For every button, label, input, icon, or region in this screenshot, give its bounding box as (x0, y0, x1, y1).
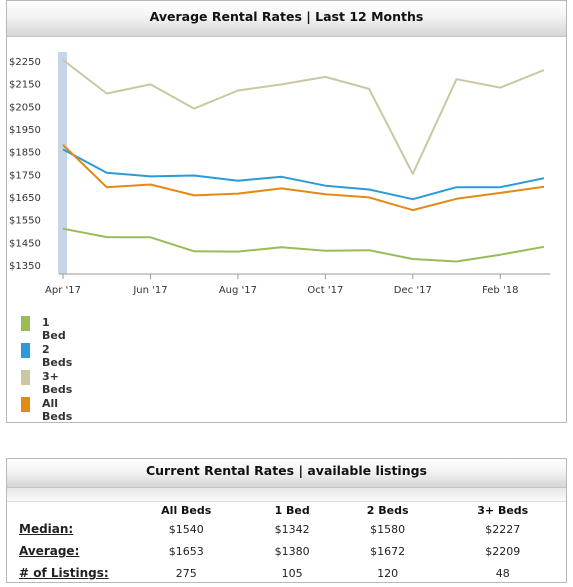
table-cell: 48 (495, 566, 510, 580)
y-tick-label: $1950 (9, 125, 41, 136)
y-tick-label: $1750 (9, 170, 41, 181)
y-tick-label: $1350 (9, 261, 41, 272)
series-line-all-beds (62, 144, 545, 212)
y-axis: $2250 $2150 $2050 $1950 $1850 $1750 $1650 $1550… (9, 57, 41, 272)
series-line-3plus-beds (62, 59, 545, 175)
legend-label: 1 Bed (42, 316, 66, 342)
y-tick-label: $1650 (9, 193, 41, 204)
x-tick-label: Oct '17 (307, 285, 343, 296)
column-header-empty (7, 502, 124, 518)
column-header: 2 Beds (366, 503, 409, 517)
x-tick-label: Aug '17 (219, 285, 257, 296)
table-cell: $1380 (274, 544, 310, 558)
row-label-average: Average: (19, 544, 80, 558)
column-header: 1 Bed (274, 503, 310, 517)
chart-title: Average Rental Rates | Last 12 Months (7, 1, 566, 37)
series-line-1-bed (62, 227, 545, 263)
column-header: 3+ Beds (477, 503, 529, 517)
legend-label: All Beds (42, 397, 73, 423)
rates-table: All Beds 1 Bed 2 Beds 3+ Beds Median: $1… (7, 502, 566, 584)
x-tick-label: Apr '17 (45, 285, 81, 296)
hover-crosshair (58, 52, 67, 274)
x-tick-label: Dec '17 (394, 285, 432, 296)
table-row: Median: $1540 $1342 $1580 $2227 (7, 518, 566, 540)
table-cell: $2209 (485, 544, 521, 558)
legend-swatch (21, 370, 30, 385)
table-cell: 275 (175, 566, 197, 580)
series-layer (62, 59, 545, 263)
table-cell: $2227 (485, 522, 521, 536)
table-cell: 105 (281, 566, 303, 580)
y-tick-label: $1850 (9, 148, 41, 159)
table-row: # of Listings: 275 105 120 48 (7, 562, 566, 584)
header-band (7, 488, 566, 502)
x-tick-label: Jun '17 (132, 285, 167, 296)
x-tick-label: Feb '18 (482, 285, 518, 296)
y-tick-label: $2150 (9, 80, 41, 91)
current-rates-panel: Current Rental Rates | available listing… (6, 458, 567, 583)
legend-swatch (21, 397, 30, 412)
table-cell: 120 (377, 566, 399, 580)
y-tick-label: $2050 (9, 102, 41, 113)
table-cell: $1342 (274, 522, 310, 536)
table-cell: $1540 (168, 522, 204, 536)
rates-title: Current Rental Rates | available listing… (7, 459, 566, 488)
table-row: Average: $1653 $1380 $1672 $2209 (7, 540, 566, 562)
y-tick-label: $1450 (9, 238, 41, 249)
x-axis: Apr '17 Jun '17 Aug '17 Oct '17 Dec '17 Feb '… (45, 273, 550, 296)
legend-label: 3+ Beds (42, 370, 73, 396)
y-tick-label: $2250 (9, 57, 41, 68)
table-cell: $1672 (370, 544, 406, 558)
table-header-row: All Beds 1 Bed 2 Beds 3+ Beds (7, 502, 566, 518)
rental-rates-chart-panel: Average Rental Rates | Last 12 Months $2… (6, 0, 567, 423)
table-cell: $1653 (168, 544, 204, 558)
legend-swatch (21, 343, 30, 358)
legend-label: 2 Beds (42, 343, 73, 369)
series-line-2-beds (62, 148, 545, 201)
column-header: All Beds (161, 503, 212, 517)
table-cell: $1580 (370, 522, 406, 536)
y-tick-label: $1550 (9, 216, 41, 227)
line-chart: $2250 $2150 $2050 $1950 $1850 $1750 $1650 $1550… (9, 52, 550, 296)
legend-swatch (21, 316, 30, 331)
row-label-listings: # of Listings: (19, 566, 109, 580)
row-label-median: Median: (19, 522, 74, 536)
